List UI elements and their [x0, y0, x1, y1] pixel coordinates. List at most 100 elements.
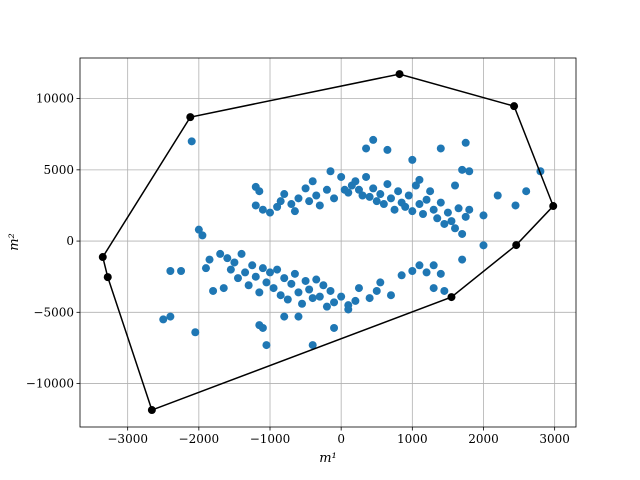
- scatter-point: [294, 194, 303, 203]
- scatter-point: [280, 190, 289, 199]
- scatter-point: [351, 177, 360, 186]
- scatter-point: [344, 188, 353, 197]
- scatter-point: [386, 291, 395, 300]
- scatter-point: [315, 292, 324, 301]
- x-tick-label: 3000: [539, 432, 570, 446]
- scatter-point: [326, 167, 335, 176]
- scatter-point: [397, 271, 406, 280]
- scatter-point: [201, 264, 210, 273]
- scatter-point: [308, 341, 317, 350]
- scatter-point: [251, 201, 260, 210]
- scatter-point: [372, 286, 381, 295]
- x-tick-label: 2000: [468, 432, 499, 446]
- scatter-point: [436, 269, 445, 278]
- scatter-point: [440, 286, 449, 295]
- scatter-point: [461, 138, 470, 147]
- scatter-point: [344, 305, 353, 314]
- scatter-point: [408, 155, 417, 164]
- scatter-point: [276, 291, 285, 300]
- scatter-point: [294, 288, 303, 297]
- scatter-point: [429, 284, 438, 293]
- scatter-point: [422, 195, 431, 204]
- scatter-point: [255, 288, 264, 297]
- x-tick-label: 1000: [397, 432, 428, 446]
- scatter-point: [362, 172, 371, 181]
- scatter-point: [458, 229, 467, 238]
- scatter-point: [451, 224, 460, 233]
- hull-vertex: [186, 113, 195, 122]
- ticks: −3000 −2000 −1000 0 1000 2000 3000−10000−50000…: [26, 92, 570, 446]
- scatter-point: [308, 177, 317, 186]
- scatter-point: [447, 217, 456, 226]
- scatter-point: [301, 276, 310, 285]
- scatter-point: [223, 254, 232, 263]
- scatter-point: [248, 261, 257, 270]
- hull-vertex: [512, 241, 521, 250]
- scatter-point: [372, 197, 381, 206]
- scatter-point: [269, 284, 278, 293]
- scatter-point: [226, 265, 235, 274]
- scatter-point: [219, 284, 228, 293]
- y-axis-label: m²: [7, 233, 22, 251]
- scatter-point: [290, 269, 299, 278]
- scatter-point: [479, 241, 488, 250]
- scatter-point: [305, 285, 314, 294]
- scatter-point: [266, 208, 275, 217]
- scatter-point: [522, 187, 531, 196]
- scatter-point: [251, 272, 260, 281]
- scatter-point: [166, 312, 175, 321]
- scatter-point: [358, 191, 367, 200]
- scatter-point: [429, 261, 438, 270]
- scatter-point: [404, 191, 413, 200]
- hull-vertex: [549, 202, 558, 211]
- hull-vertex: [510, 102, 519, 111]
- x-tick-label: −3000: [107, 432, 148, 446]
- scatter-point: [177, 266, 186, 275]
- scatter-point: [330, 194, 339, 203]
- scatter-point: [458, 255, 467, 264]
- scatter-point: [376, 190, 385, 199]
- scatter-point: [394, 187, 403, 196]
- scatter-point: [411, 181, 420, 190]
- hull-line: [101, 73, 555, 412]
- y-tick-label: 0: [66, 234, 74, 248]
- scatter-point: [354, 185, 363, 194]
- scatter-point: [436, 198, 445, 207]
- scatter-point: [244, 281, 253, 290]
- scatter-point: [458, 165, 467, 174]
- scatter-point: [365, 192, 374, 201]
- scatter-point: [198, 231, 207, 240]
- axes-frame: [79, 57, 577, 428]
- scatter-point: [493, 191, 502, 200]
- y-tick-label: 5000: [43, 163, 74, 177]
- scatter-point: [369, 135, 378, 144]
- scatter-point: [308, 294, 317, 303]
- x-axis-label: m¹: [319, 451, 337, 466]
- scatter-point: [401, 202, 410, 211]
- scatter-point: [415, 175, 424, 184]
- hull-vertex: [147, 406, 156, 415]
- scatter-point: [383, 145, 392, 154]
- scatter-point: [322, 185, 331, 194]
- scatter-point: [419, 210, 428, 219]
- y-tick-label: −10000: [26, 377, 74, 391]
- y-tick-label: 10000: [36, 92, 74, 106]
- x-tick-label: −2000: [179, 432, 220, 446]
- scatter-point: [273, 202, 282, 211]
- scatter-point: [365, 294, 374, 303]
- scatter-point: [422, 268, 431, 277]
- scatter-point: [337, 172, 346, 181]
- scatter-point: [461, 212, 470, 221]
- scatter-point: [383, 180, 392, 189]
- scatter-point: [194, 225, 203, 234]
- scatter-point: [276, 197, 285, 206]
- scatter-point: [426, 187, 435, 196]
- x-tick-label: 0: [337, 432, 345, 446]
- scatter-point: [479, 211, 488, 220]
- scatter-point: [290, 207, 299, 216]
- scatter-point: [386, 194, 395, 203]
- scatter-point: [415, 261, 424, 270]
- scatter-point: [415, 200, 424, 209]
- scatter-point: [280, 312, 289, 321]
